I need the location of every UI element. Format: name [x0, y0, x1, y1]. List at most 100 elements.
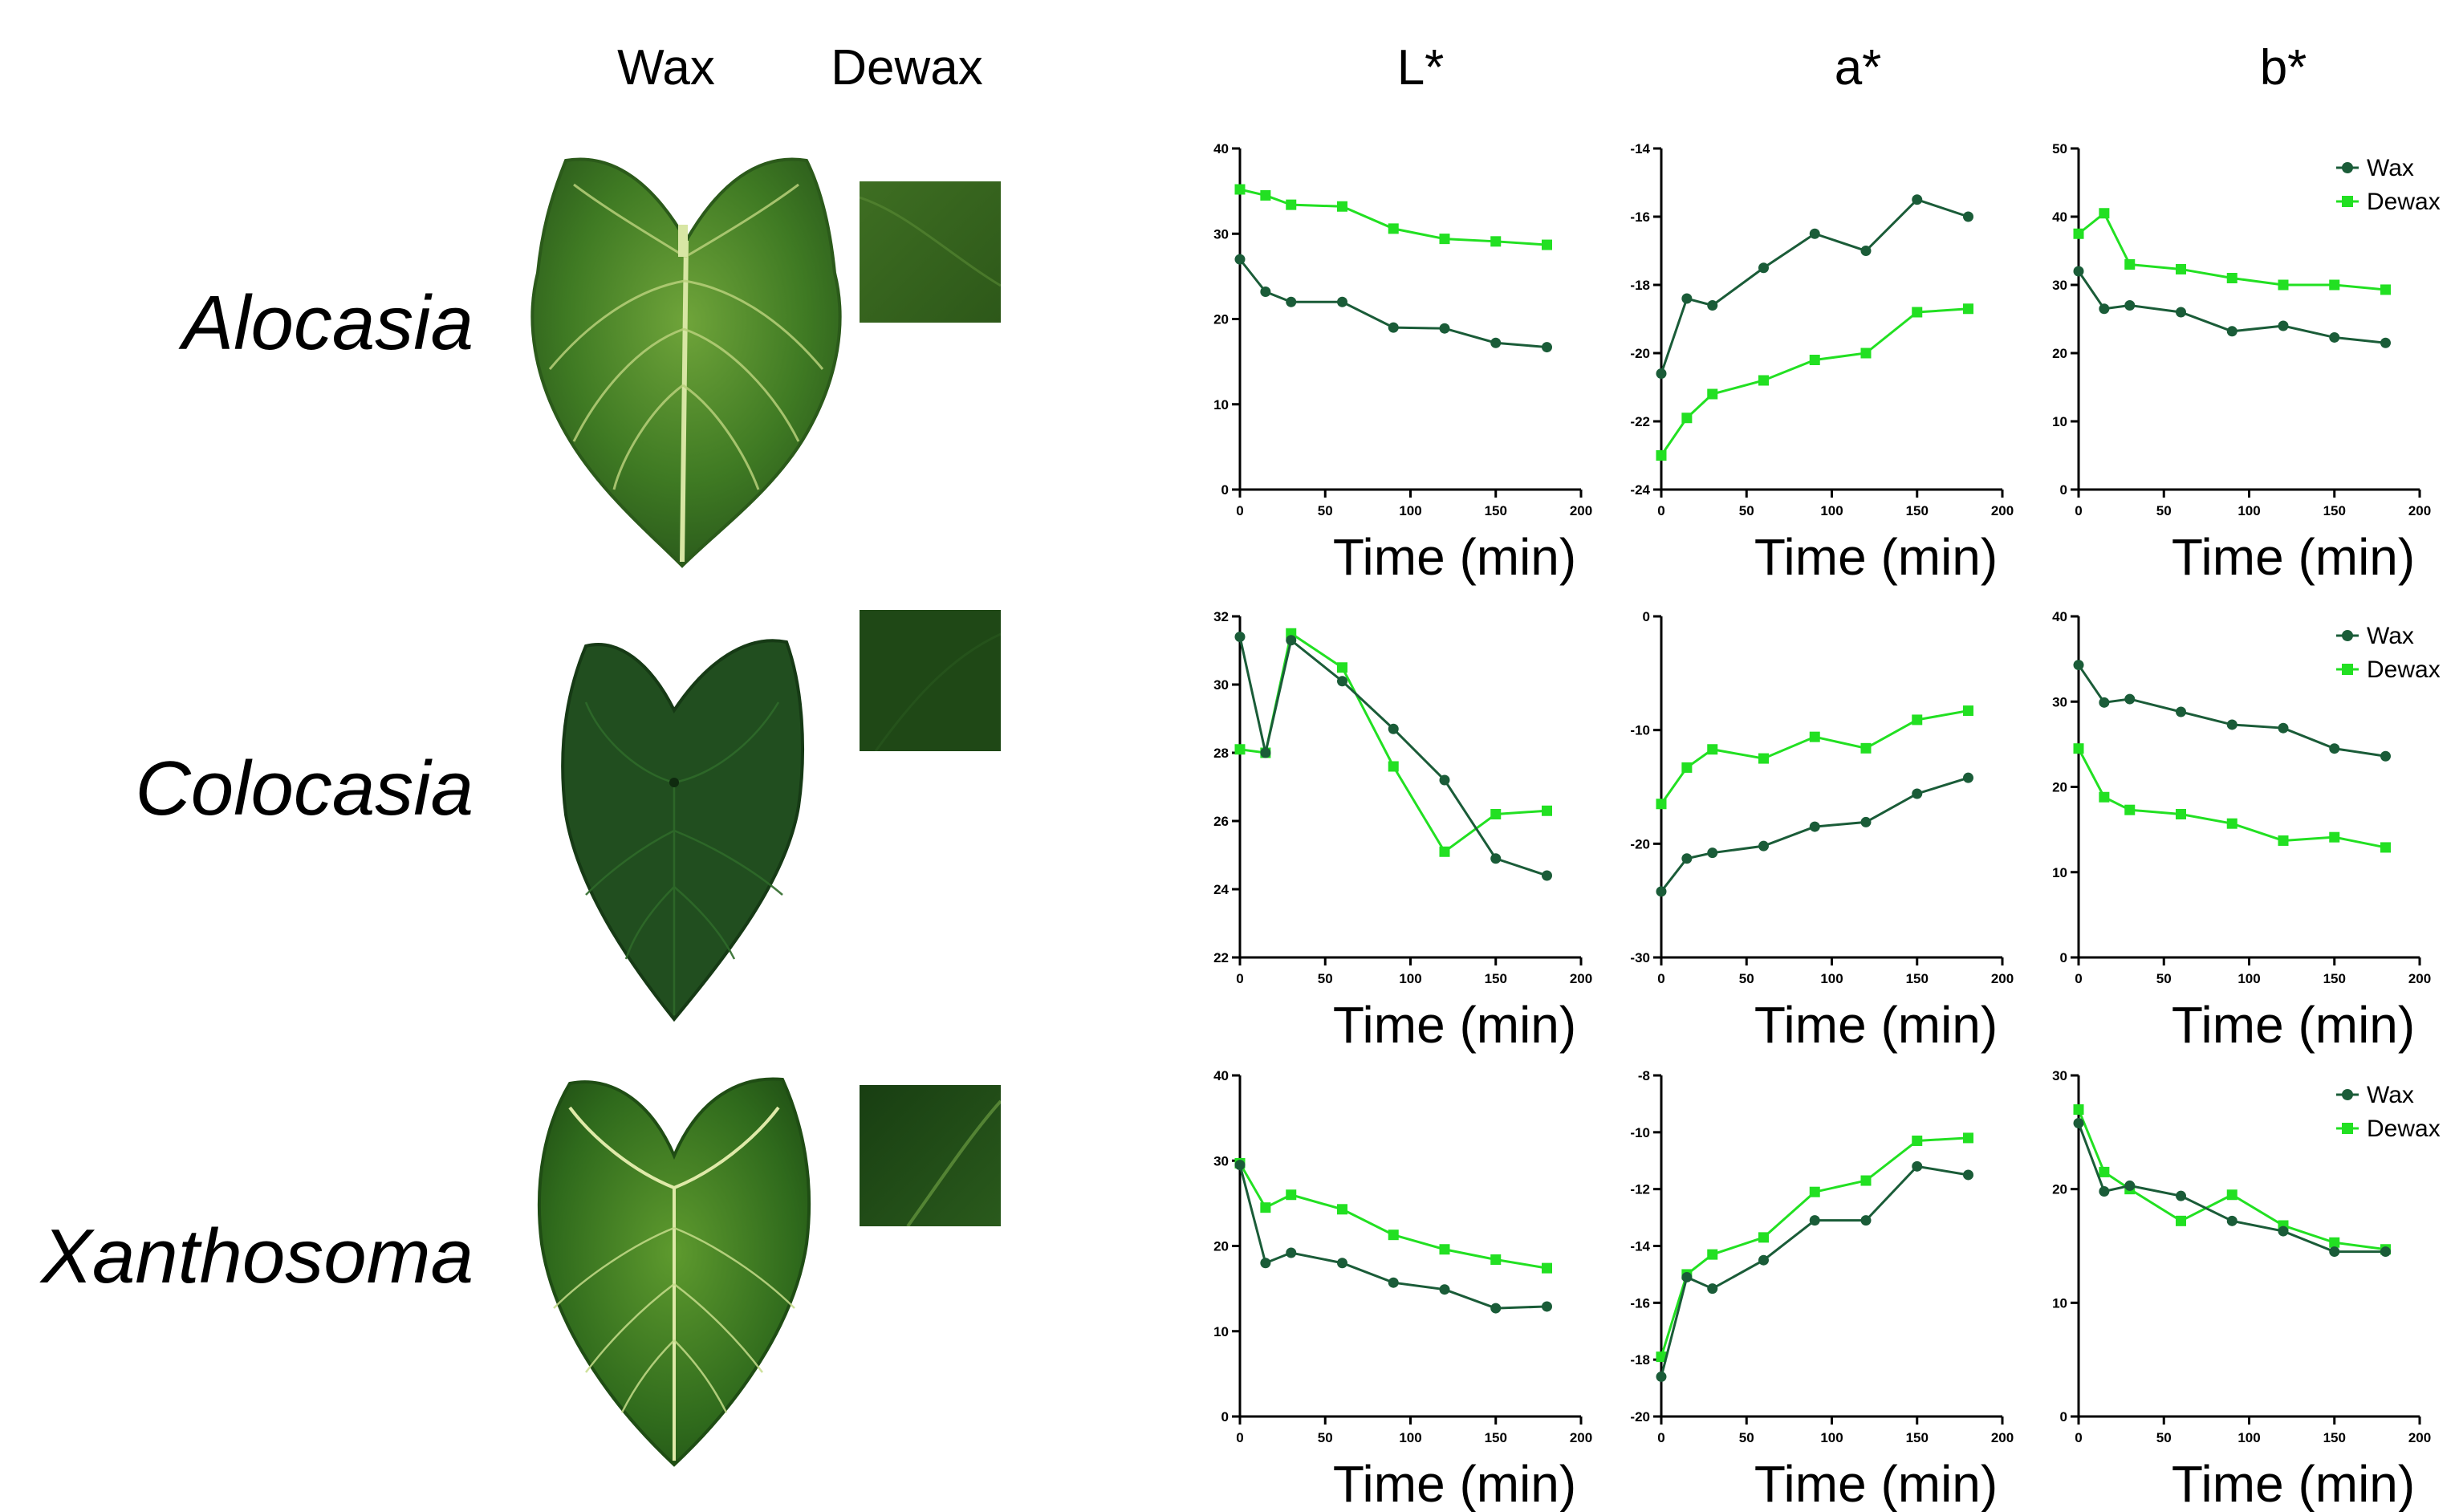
- data-point-wax: [1707, 1283, 1718, 1295]
- y-tick-label: 0: [1221, 482, 1229, 498]
- data-point-wax: [1286, 1247, 1297, 1258]
- colocasia-leaf-image: [561, 639, 804, 1022]
- x-axis-label: Time (min): [1754, 996, 1998, 1054]
- x-tick-label: 100: [2237, 503, 2260, 518]
- data-point-dewax: [1542, 239, 1552, 250]
- data-point-dewax: [1490, 1254, 1502, 1265]
- data-point-dewax: [1758, 375, 1769, 386]
- x-tick-label: 0: [1657, 503, 1664, 518]
- data-point-dewax: [1681, 413, 1693, 424]
- data-point-wax: [2278, 722, 2289, 734]
- data-point-dewax: [2176, 1215, 2186, 1226]
- series-line-dewax: [2077, 1108, 2386, 1251]
- data-point-wax: [1758, 262, 1769, 274]
- data-point-dewax: [1860, 742, 1872, 754]
- x-tick-label: 150: [1485, 1430, 1507, 1445]
- data-point-wax: [1388, 1277, 1399, 1288]
- data-point-dewax: [1758, 1232, 1769, 1243]
- y-tick-label: 20: [1213, 312, 1229, 327]
- data-point-wax: [1542, 342, 1552, 353]
- data-point-dewax: [1337, 201, 1347, 212]
- x-tick-label: 100: [1820, 971, 1843, 986]
- data-point-wax: [1234, 254, 1246, 265]
- data-point-dewax: [2124, 259, 2136, 270]
- legend-label-wax: Wax: [2367, 155, 2414, 181]
- data-point-wax: [2329, 331, 2340, 343]
- x-axis-label: Time (min): [1333, 1455, 1576, 1512]
- data-point-wax: [2124, 1180, 2136, 1191]
- data-point-dewax: [1860, 1175, 1872, 1186]
- data-point-wax: [2073, 1118, 2084, 1128]
- data-point-wax: [1388, 322, 1399, 333]
- y-tick-label: -8: [1638, 1068, 1650, 1083]
- data-point-dewax: [2124, 804, 2136, 815]
- chart-colocasia-a: -30 -20 -10 0 0 50 100 150 200 Time (min): [1630, 609, 2014, 1054]
- x-tick-label: 200: [1570, 1430, 1592, 1445]
- y-tick-label: 10: [2052, 414, 2067, 429]
- x-axis-label: Time (min): [2172, 996, 2415, 1054]
- data-point-wax: [2329, 743, 2340, 754]
- data-point-dewax: [1707, 1249, 1718, 1260]
- x-tick-label: 0: [1657, 1430, 1664, 1445]
- data-point-wax: [1681, 1271, 1693, 1282]
- data-point-wax: [1860, 816, 1872, 827]
- x-tick-label: 50: [1318, 971, 1333, 986]
- data-point-wax: [1707, 847, 1718, 859]
- x-tick-label: 0: [1236, 503, 1243, 518]
- chart-colocasia-b: 0 10 20 30 40 0 50 100 150 200 Time (min) Wax Dewax: [2052, 609, 2441, 1054]
- legend-label-dewax: Dewax: [2367, 1116, 2441, 1142]
- y-tick-label: -10: [1630, 1125, 1650, 1140]
- data-point-dewax: [1234, 184, 1246, 195]
- chart-alocasia-a: -24 -22 -20 -18 -16 -14 0 50 100 150 200 Time (min): [1630, 141, 2014, 586]
- y-tick-label: -16: [1630, 1295, 1650, 1311]
- data-point-wax: [1260, 1258, 1271, 1269]
- y-tick-label: 22: [1213, 950, 1229, 965]
- data-point-wax: [1286, 635, 1297, 646]
- y-tick-label: 26: [1213, 814, 1229, 829]
- data-point-dewax: [1681, 762, 1693, 773]
- data-point-wax: [2380, 1246, 2391, 1258]
- x-tick-label: 50: [1739, 971, 1754, 986]
- data-point-wax: [2278, 1225, 2289, 1237]
- data-point-wax: [2380, 337, 2391, 348]
- data-point-dewax: [2073, 228, 2084, 239]
- data-point-dewax: [1388, 223, 1399, 234]
- data-point-wax: [1439, 774, 1450, 786]
- x-tick-label: 100: [1820, 503, 1843, 518]
- data-point-dewax: [1260, 1202, 1271, 1213]
- x-axis-label: Time (min): [1754, 1455, 1998, 1512]
- y-tick-label: 30: [1213, 677, 1229, 693]
- data-point-dewax: [2380, 284, 2391, 295]
- y-tick-label: 40: [1213, 1068, 1229, 1083]
- data-point-dewax: [1912, 714, 1923, 726]
- data-point-dewax: [1809, 731, 1820, 742]
- y-tick-label: 32: [1213, 609, 1229, 624]
- data-point-wax: [1337, 296, 1347, 307]
- data-point-dewax: [1388, 761, 1399, 772]
- data-point-dewax: [2099, 1166, 2110, 1177]
- data-point-dewax: [1542, 805, 1552, 816]
- data-point-dewax: [2073, 743, 2084, 754]
- data-point-dewax: [1439, 846, 1450, 857]
- series-line-dewax: [1660, 307, 1969, 457]
- y-tick-label: -16: [1630, 209, 1650, 225]
- data-point-dewax: [2099, 208, 2110, 219]
- data-point-wax: [1234, 1160, 1246, 1171]
- x-tick-label: 0: [1236, 971, 1243, 986]
- x-tick-label: 50: [1739, 1430, 1754, 1445]
- x-tick-label: 100: [1820, 1430, 1843, 1445]
- data-point-dewax: [2073, 1104, 2084, 1115]
- metric-header-a: a*: [1834, 40, 1882, 96]
- x-tick-label: 0: [2075, 971, 2082, 986]
- colocasia-dewax-swatch: [860, 610, 1001, 751]
- y-tick-label: 10: [1213, 397, 1229, 413]
- data-point-wax: [2226, 719, 2237, 730]
- data-point-wax: [1286, 296, 1297, 307]
- data-point-wax: [1912, 194, 1923, 205]
- data-point-wax: [1912, 788, 1923, 799]
- data-point-wax: [1337, 1258, 1347, 1269]
- chart-colocasia-l: 22 24 26 28 30 32 0 50 100 150 200 Time (min): [1213, 609, 1592, 1054]
- x-tick-label: 150: [2323, 1430, 2346, 1445]
- x-tick-label: 150: [1485, 971, 1507, 986]
- chart-xanthosoma-b: 0 10 20 30 0 50 100 150 200 Time (min) Wax Dewax: [2052, 1068, 2441, 1512]
